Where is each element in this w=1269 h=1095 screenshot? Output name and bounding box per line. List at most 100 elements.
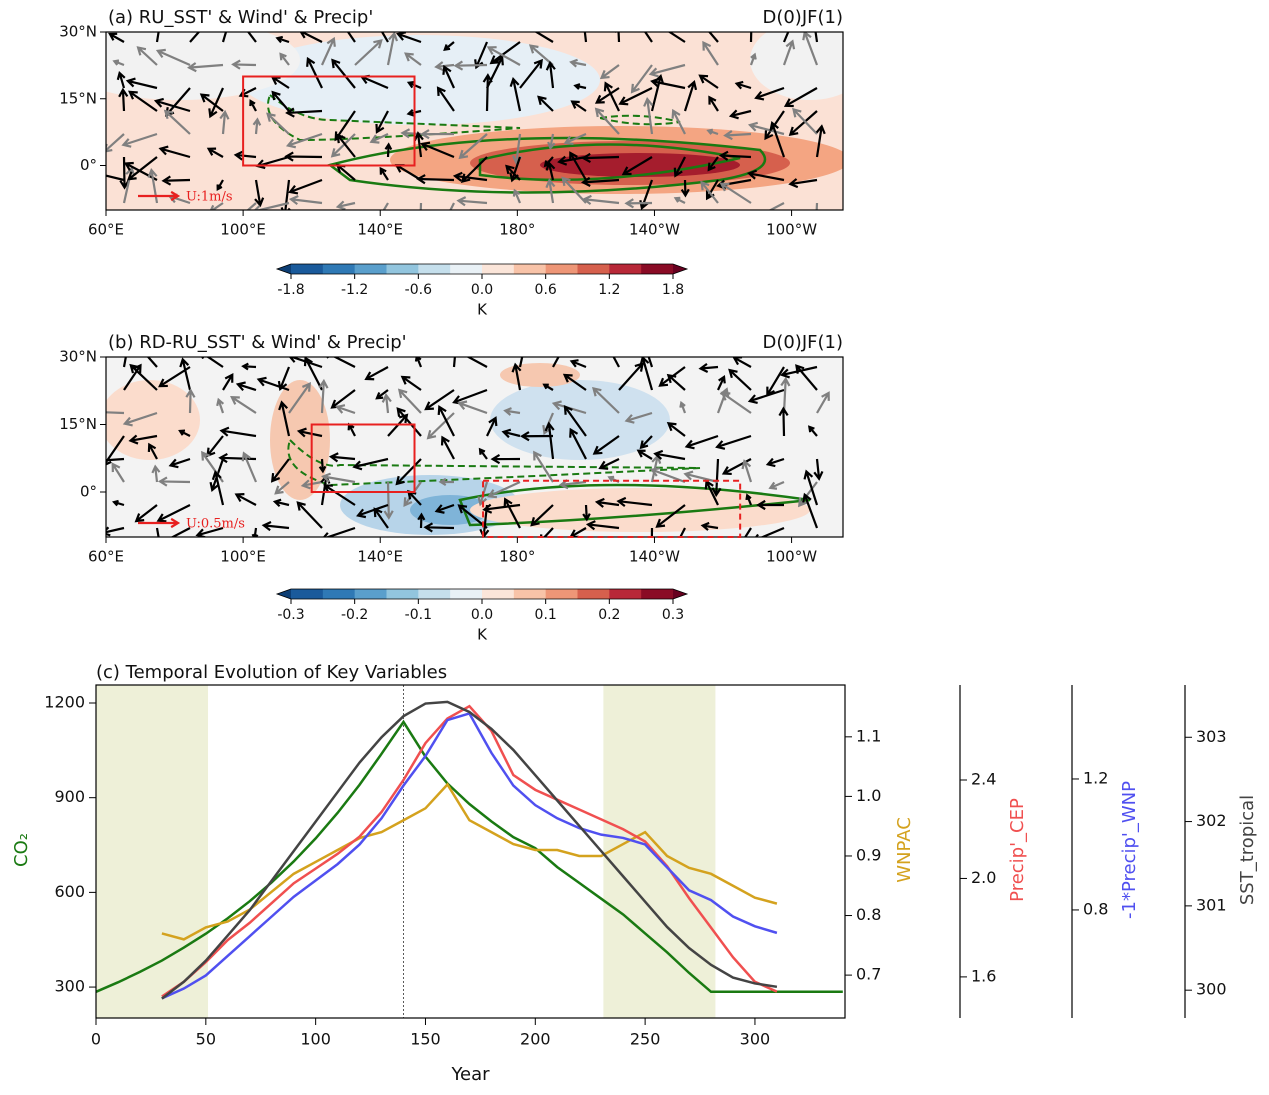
wind-vector xyxy=(782,32,790,43)
wind-vector xyxy=(369,133,389,144)
wind-vector xyxy=(178,429,191,437)
wind-vector xyxy=(423,522,455,533)
colorbar-bin xyxy=(609,264,642,274)
colorbar-bin xyxy=(641,264,674,274)
colorbar-tick-label: 0.6 xyxy=(535,282,557,298)
wind-vector xyxy=(814,32,819,43)
y-tick-label: 900 xyxy=(54,787,85,806)
wind-vector xyxy=(321,472,356,484)
wind-vector xyxy=(108,32,125,43)
wind-vector xyxy=(218,452,257,464)
wind-vector xyxy=(547,133,556,151)
x-tick-label: 180° xyxy=(499,221,535,239)
wind-vector xyxy=(728,109,752,120)
vector-key: U:0.5m/s xyxy=(186,517,245,532)
colorbar-extend xyxy=(277,264,291,274)
wind-vector xyxy=(592,386,620,414)
map-frame xyxy=(105,31,844,211)
wind-vector xyxy=(603,81,620,112)
colorbar-bin xyxy=(354,264,387,274)
wind-vector xyxy=(219,426,257,438)
wind-vector xyxy=(717,375,726,391)
wind-vector xyxy=(452,357,456,368)
wind-vector xyxy=(303,357,323,391)
wind-vector xyxy=(486,55,504,89)
wind-vector xyxy=(616,496,653,507)
wind-vector xyxy=(277,366,291,391)
wind-vector xyxy=(573,83,587,90)
wind-vector xyxy=(569,58,587,68)
y-tick-label: 1.2 xyxy=(1083,768,1108,787)
wind-vector xyxy=(788,110,818,137)
wind-vector xyxy=(769,121,786,158)
wind-vector xyxy=(420,129,455,140)
wind-vector xyxy=(698,363,719,373)
wind-vector xyxy=(121,132,158,148)
wind-vector xyxy=(331,58,356,89)
wind-vector xyxy=(157,476,191,487)
wind-vector xyxy=(219,109,230,135)
vector-key-arrow xyxy=(138,517,181,529)
wind-vector xyxy=(816,391,830,414)
wind-vector xyxy=(449,202,455,210)
wind-vector xyxy=(296,427,323,438)
wind-vector xyxy=(106,457,125,462)
highlight-span xyxy=(96,685,209,1018)
x-tick-label: 200 xyxy=(520,1030,551,1049)
wind-vector xyxy=(592,435,620,455)
wind-vector xyxy=(380,32,389,43)
wind-vector xyxy=(719,182,752,204)
wind-vector xyxy=(624,411,653,424)
wind-vector xyxy=(379,166,389,181)
wind-vector xyxy=(375,110,389,134)
wind-vector xyxy=(653,449,686,461)
wind-vector xyxy=(486,46,521,66)
y-tick-label: 300 xyxy=(54,977,85,996)
wind-vector xyxy=(106,174,125,182)
wind-vector xyxy=(299,32,323,43)
wind-vector xyxy=(795,364,818,391)
wind-vector xyxy=(414,357,423,368)
colorbar-bin xyxy=(482,589,515,599)
wind-vector xyxy=(599,64,620,80)
wind-vector xyxy=(222,372,234,391)
wind-vector xyxy=(396,407,422,437)
colorbar-label: K xyxy=(477,626,488,644)
wind-vector xyxy=(231,59,257,70)
wind-vector xyxy=(815,124,826,158)
wind-vector xyxy=(765,457,785,468)
wind-vector xyxy=(570,100,587,112)
wind-vector xyxy=(711,458,722,498)
colorbar-bin xyxy=(450,264,483,274)
wind-vector xyxy=(354,39,383,66)
wind-vector xyxy=(723,130,752,141)
wind-vector xyxy=(544,421,555,460)
wind-vector xyxy=(583,32,588,43)
wind-vector xyxy=(582,504,591,522)
colorbar-bin xyxy=(609,589,642,599)
wind-vector xyxy=(700,521,719,531)
vector-key: U:1m/s xyxy=(186,190,233,205)
wind-vector xyxy=(650,77,686,90)
wind-vector xyxy=(643,96,654,135)
wind-vector xyxy=(482,503,521,514)
wind-vector xyxy=(284,151,323,162)
wind-vector xyxy=(364,366,389,381)
wind-vector xyxy=(155,32,160,43)
wind-vector xyxy=(624,198,653,209)
wind-vector xyxy=(530,504,554,527)
wind-vector xyxy=(683,470,719,484)
wind-vector xyxy=(118,87,129,112)
wind-vector xyxy=(436,86,455,112)
wind-vector xyxy=(381,392,392,414)
wind-vector xyxy=(272,498,290,508)
wind-vector xyxy=(563,405,587,437)
wind-vector xyxy=(552,357,560,368)
wind-vector xyxy=(533,450,554,483)
wind-vector xyxy=(728,368,752,391)
wind-vector xyxy=(487,481,521,499)
wind-vector xyxy=(580,176,620,188)
wind-vector xyxy=(684,434,719,450)
wind-vector xyxy=(230,396,257,414)
